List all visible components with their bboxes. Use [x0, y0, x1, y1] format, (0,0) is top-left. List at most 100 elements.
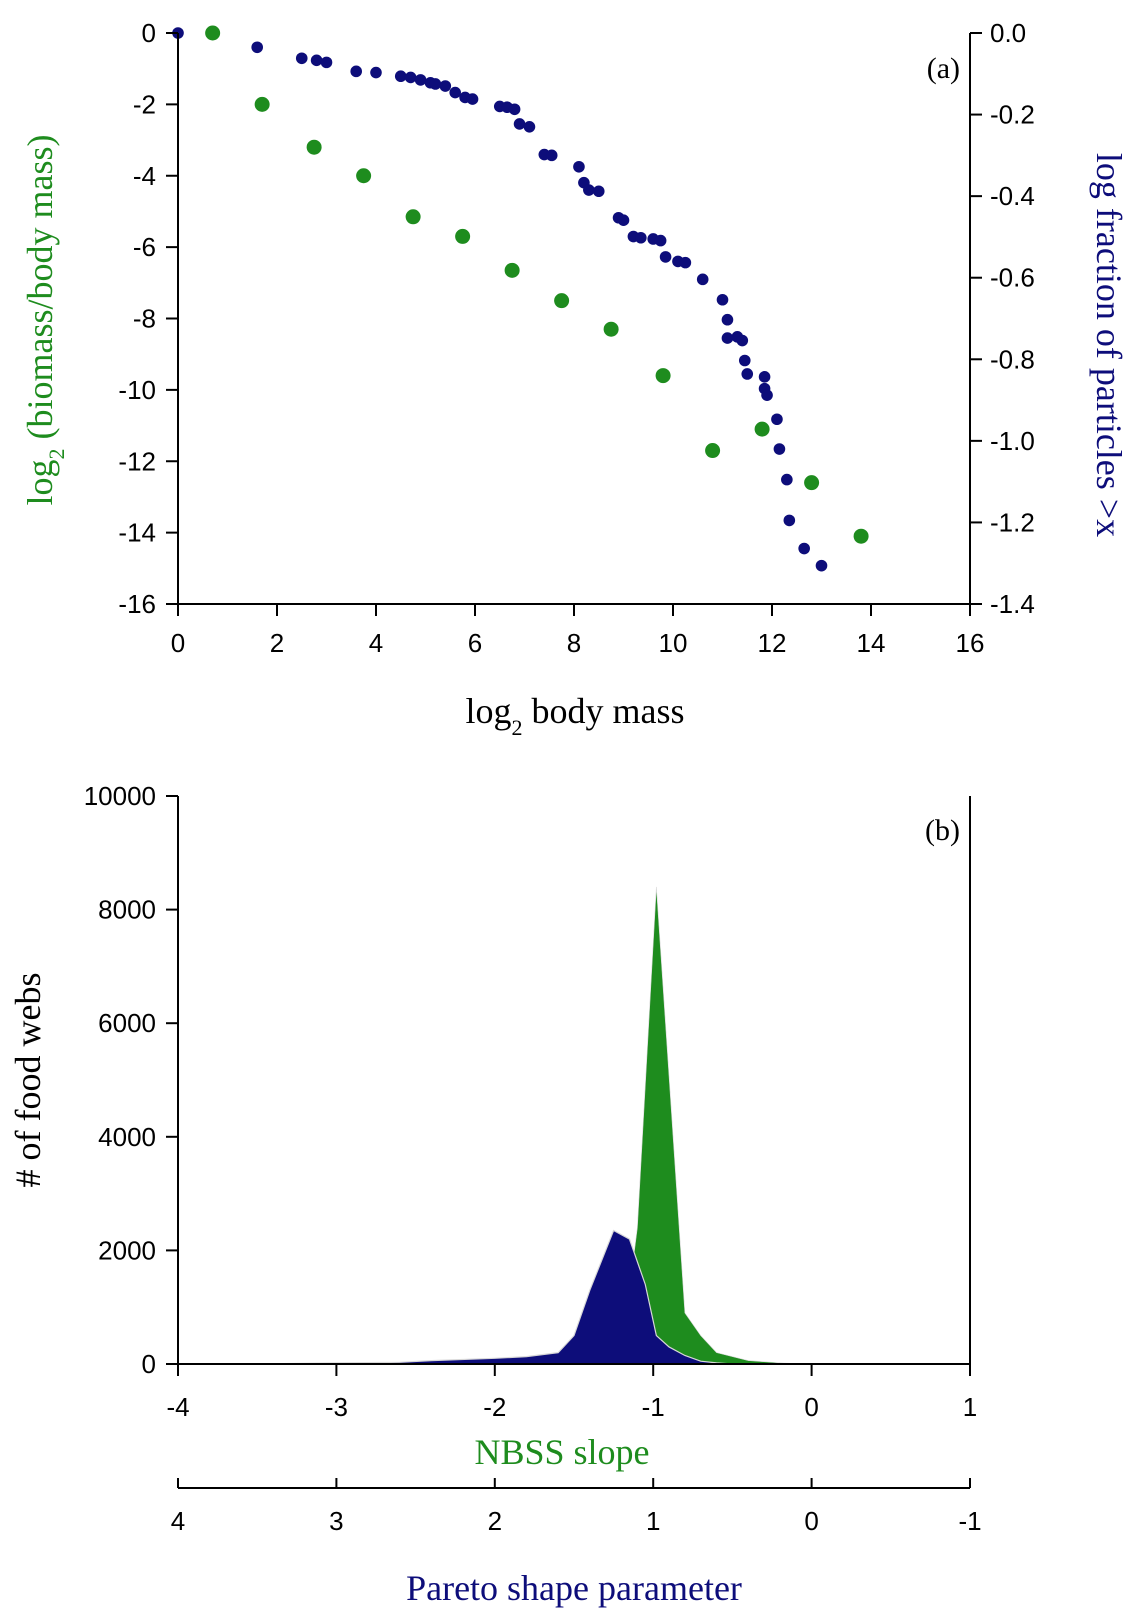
x-tick-label: 6 — [468, 628, 482, 658]
blue-point-3 — [310, 54, 323, 67]
x-tick-label: 0 — [171, 628, 185, 658]
blue-point-7 — [394, 70, 407, 83]
blue-point-8 — [404, 71, 417, 84]
blue-point-5 — [350, 65, 363, 78]
y-right-tick-label: -1.4 — [990, 589, 1035, 619]
pareto-shape-area — [178, 1229, 970, 1365]
panel-a-y-right-ticks: 0.0 -0.2 -0.4 -0.6 -0.8 -1.0 -1.2 -1.4 — [970, 18, 1035, 619]
blue-point-6 — [370, 66, 382, 79]
blue-point-38 — [721, 313, 734, 326]
blue-point-42 — [738, 354, 751, 367]
panel-a: 0 2 4 6 8 10 12 14 16 0 -2 -4 -6 -8 -10 -12 -14 -16 0.0 -… — [20, 18, 1129, 740]
blue-point-39 — [721, 332, 734, 344]
panel-a-y-left-label: log2 (biomass/body mass) — [20, 135, 69, 506]
blue-point-22 — [545, 149, 558, 162]
panel-a-y-left-ticks: 0 -2 -4 -6 -8 -10 -12 -14 -16 — [118, 18, 178, 619]
blue-point-46 — [761, 389, 773, 401]
x-tick-label: 4 — [369, 628, 383, 658]
x-tick-label: 12 — [758, 628, 787, 658]
blue-point-13 — [449, 86, 462, 99]
y-right-tick-label: -1.2 — [990, 507, 1035, 537]
b-x-tick-label: -4 — [166, 1392, 189, 1422]
blue-point-23 — [573, 160, 585, 173]
green-point-13 — [853, 528, 869, 544]
y-right-tick-label: -0.4 — [990, 181, 1035, 211]
blue-point-12 — [439, 80, 452, 92]
blue-point-44 — [758, 371, 771, 383]
green-point-0 — [205, 25, 221, 41]
blue-point-49 — [781, 473, 793, 486]
green-point-7 — [554, 293, 570, 309]
b-x2-tick-label: 4 — [171, 1506, 185, 1536]
blue-point-19 — [513, 118, 526, 130]
y-right-tick-label: 0.0 — [990, 18, 1026, 48]
x-tick-label: 10 — [659, 628, 688, 658]
y-right-tick-label: -0.6 — [990, 263, 1035, 293]
y-right-tick-label: -1.0 — [990, 426, 1035, 456]
blue-point-2 — [295, 52, 308, 65]
blue-point-11 — [429, 78, 442, 90]
blue-point-36 — [696, 273, 709, 286]
green-point-9 — [655, 368, 671, 384]
y-left-tick-label: -14 — [118, 518, 156, 548]
blue-point-25 — [583, 184, 595, 196]
panel-b-plot-area — [178, 886, 970, 1365]
x-tick-label: 8 — [567, 628, 581, 658]
y-left-tick-label: -10 — [118, 375, 156, 405]
green-point-10 — [705, 443, 721, 459]
b-x-tick-label: -1 — [642, 1392, 665, 1422]
b-x-tick-label: -3 — [325, 1392, 348, 1422]
b-y-tick-label: 10000 — [84, 781, 156, 811]
panel-b-x-axis-label-nbss: NBSS slope — [474, 1432, 649, 1472]
y-left-tick-label: -6 — [133, 232, 156, 262]
y-right-tick-label: -0.8 — [990, 344, 1035, 374]
panel-b-x-ticks: -4 -3 -2 -1 0 1 — [166, 1364, 977, 1422]
b-x-tick-label: -2 — [483, 1392, 506, 1422]
blue-point-35 — [679, 256, 692, 269]
panel-a-tag: (a) — [927, 52, 960, 85]
blue-point-51 — [798, 542, 810, 555]
b-x2-tick-label: 3 — [329, 1506, 343, 1536]
x-tick-label: 14 — [857, 628, 886, 658]
b-y-tick-label: 0 — [142, 1349, 156, 1379]
y-right-tick-label: -0.2 — [990, 100, 1035, 130]
green-point-3 — [356, 168, 372, 184]
b-y-tick-label: 8000 — [98, 895, 156, 925]
green-point-8 — [603, 321, 619, 337]
blue-point-26 — [592, 185, 605, 198]
y-left-tick-label: -2 — [133, 89, 156, 119]
y-left-tick-label: -16 — [118, 589, 156, 619]
b-y-tick-label: 4000 — [98, 1122, 156, 1152]
blue-point-52 — [815, 559, 828, 572]
x-tick-label: 2 — [270, 628, 284, 658]
blue-point-43 — [741, 368, 754, 380]
b-x2-tick-label: -1 — [958, 1506, 981, 1536]
blue-point-28 — [617, 214, 630, 227]
x-tick-label: 16 — [956, 628, 985, 658]
y-left-tick-label: 0 — [142, 18, 156, 48]
b-y-tick-label: 6000 — [98, 1008, 156, 1038]
green-point-4 — [405, 209, 421, 225]
green-point-5 — [455, 228, 471, 244]
blue-point-33 — [659, 251, 672, 263]
b-x-tick-label: 1 — [963, 1392, 977, 1422]
green-point-1 — [254, 96, 270, 112]
blue-point-4 — [320, 56, 333, 69]
blue-point-41 — [736, 334, 749, 347]
green-point-2 — [306, 139, 322, 155]
blue-point-47 — [771, 413, 783, 426]
panel-a-x-ticks: 0 2 4 6 8 10 12 14 16 — [171, 604, 985, 658]
blue-point-15 — [466, 93, 479, 105]
b-x2-tick-label: 0 — [804, 1506, 818, 1536]
blue-point-9 — [414, 74, 427, 86]
blue-point-50 — [783, 514, 796, 527]
blue-point-32 — [654, 234, 667, 247]
y-left-tick-label: -4 — [133, 161, 156, 191]
b-y-tick-label: 2000 — [98, 1235, 156, 1265]
panel-b: -4 -3 -2 -1 0 1 4 3 2 1 0 -1 0 2000 4000 6000 8000 1000… — [8, 781, 982, 1608]
green-point-12 — [804, 475, 820, 491]
b-x2-tick-label: 2 — [488, 1506, 502, 1536]
panel-b-y-ticks: 0 2000 4000 6000 8000 10000 — [84, 781, 178, 1379]
blue-point-1 — [251, 41, 263, 54]
